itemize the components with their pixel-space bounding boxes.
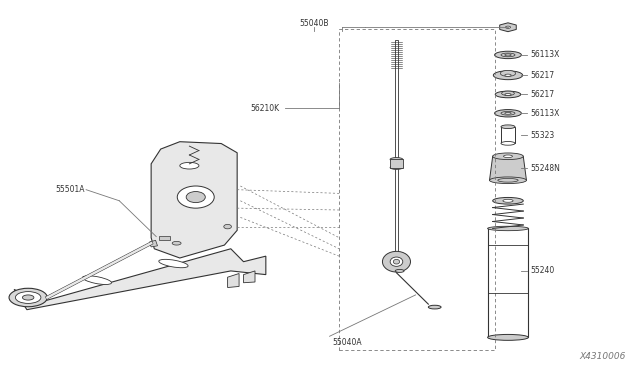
Ellipse shape <box>488 334 529 340</box>
Ellipse shape <box>505 74 511 76</box>
Text: 56217: 56217 <box>531 90 554 99</box>
Polygon shape <box>228 273 239 288</box>
Polygon shape <box>244 271 255 283</box>
Ellipse shape <box>9 288 47 307</box>
Polygon shape <box>159 236 170 240</box>
Text: 56113X: 56113X <box>531 51 559 60</box>
Ellipse shape <box>15 292 41 304</box>
Ellipse shape <box>493 71 523 80</box>
Ellipse shape <box>83 276 111 285</box>
Ellipse shape <box>172 241 181 245</box>
Ellipse shape <box>490 177 527 184</box>
Ellipse shape <box>501 125 515 129</box>
Polygon shape <box>490 156 527 180</box>
Text: 55240: 55240 <box>531 266 554 275</box>
Text: 56113X: 56113X <box>531 109 559 118</box>
Ellipse shape <box>493 198 524 204</box>
Text: 55040B: 55040B <box>299 19 328 28</box>
Bar <box>501 127 515 143</box>
Bar <box>390 160 403 167</box>
Polygon shape <box>500 23 516 32</box>
Ellipse shape <box>180 162 199 169</box>
Ellipse shape <box>495 51 522 59</box>
Ellipse shape <box>159 259 188 268</box>
Text: 56210K: 56210K <box>250 104 279 113</box>
Ellipse shape <box>505 112 511 114</box>
Ellipse shape <box>390 158 403 161</box>
Ellipse shape <box>224 224 232 229</box>
Ellipse shape <box>498 179 518 182</box>
Ellipse shape <box>501 112 515 115</box>
Ellipse shape <box>502 91 515 96</box>
Ellipse shape <box>394 259 399 264</box>
Ellipse shape <box>505 93 511 95</box>
Ellipse shape <box>504 155 513 158</box>
Ellipse shape <box>177 186 214 208</box>
Polygon shape <box>149 240 157 247</box>
Text: 55248N: 55248N <box>531 164 560 173</box>
Ellipse shape <box>493 153 524 160</box>
Ellipse shape <box>501 141 515 145</box>
Ellipse shape <box>495 91 521 98</box>
Ellipse shape <box>503 199 513 202</box>
Text: 55501A: 55501A <box>56 185 85 194</box>
Ellipse shape <box>390 257 403 266</box>
Ellipse shape <box>383 251 410 272</box>
Ellipse shape <box>495 110 522 117</box>
Polygon shape <box>151 142 237 258</box>
Ellipse shape <box>395 269 404 272</box>
Ellipse shape <box>501 53 515 57</box>
Text: X4310006: X4310006 <box>579 352 626 361</box>
Ellipse shape <box>186 192 205 203</box>
Text: 55040A: 55040A <box>333 339 362 347</box>
Ellipse shape <box>428 305 441 309</box>
Ellipse shape <box>500 70 516 76</box>
Ellipse shape <box>390 166 403 169</box>
Ellipse shape <box>505 54 511 56</box>
Bar <box>488 228 529 337</box>
Ellipse shape <box>506 26 511 28</box>
Bar <box>394 40 398 256</box>
Ellipse shape <box>488 226 529 231</box>
Text: 55323: 55323 <box>531 131 554 140</box>
Ellipse shape <box>22 295 34 300</box>
Text: 56217: 56217 <box>531 71 554 80</box>
Polygon shape <box>14 249 266 310</box>
